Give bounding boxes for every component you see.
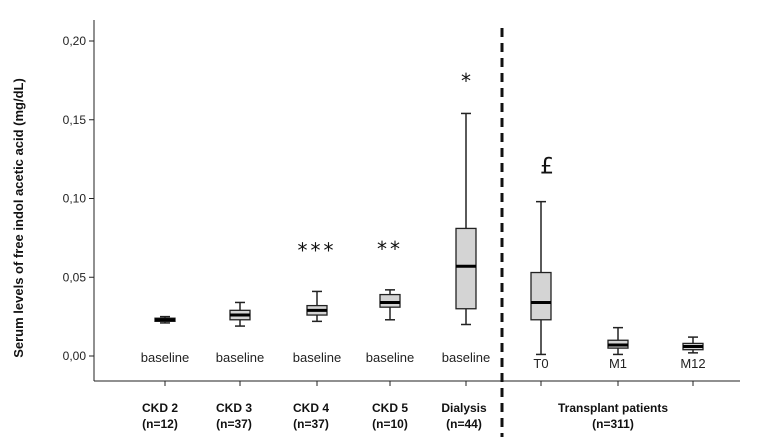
- box-6: T0 £: [530, 155, 554, 371]
- box-label: baseline: [216, 350, 264, 365]
- group-label: CKD 5: [372, 401, 408, 415]
- box-iqr: [379, 293, 401, 308]
- group-count: (n=37): [216, 417, 252, 431]
- significance-marker: **: [377, 237, 403, 261]
- box-iqr: [455, 227, 477, 310]
- box-3: baseline ***: [293, 238, 341, 365]
- box-label: baseline: [366, 350, 414, 365]
- significance-marker: ***: [298, 238, 337, 262]
- box-iqr: [530, 271, 552, 321]
- box-label: baseline: [141, 350, 189, 365]
- group-count: (n=44): [446, 417, 482, 431]
- box-label: baseline: [293, 350, 341, 365]
- group-label: CKD 4: [293, 401, 329, 415]
- box-7: M1: [607, 326, 629, 371]
- group-count: (n=12): [142, 417, 178, 431]
- box-4: baseline **: [366, 237, 414, 365]
- box-8: M12: [680, 336, 706, 371]
- significance-marker: £: [540, 155, 554, 180]
- group-label: Dialysis: [441, 401, 487, 415]
- group-count: (n=311): [592, 417, 634, 431]
- y-tick-label: 0,00: [63, 349, 87, 363]
- box-1: baseline: [141, 315, 189, 365]
- box-label: M1: [609, 356, 627, 371]
- box-label: M12: [680, 356, 705, 371]
- y-tick-label: 0,15: [63, 113, 87, 127]
- y-tick-label: 0,05: [63, 270, 87, 284]
- group-label: CKD 2: [142, 401, 178, 415]
- group-label: CKD 3: [216, 401, 252, 415]
- y-axis-label: Serum levels of free indol acetic acid (…: [11, 78, 26, 358]
- significance-marker: *: [461, 69, 471, 93]
- group-count: (n=10): [372, 417, 408, 431]
- box-label: baseline: [442, 350, 490, 365]
- y-tick-label: 0,10: [63, 192, 87, 206]
- group-label: Transplant patients: [558, 401, 668, 415]
- box-2: baseline: [216, 301, 264, 365]
- group-count: (n=37): [293, 417, 329, 431]
- y-tick-label: 0,20: [63, 34, 87, 48]
- chart-marks: baseline baseline baseline***baseline**bas…: [141, 28, 706, 437]
- box-label: T0: [533, 356, 548, 371]
- axes: 0,00 0,05 0,10 0,15 0,20: [63, 20, 740, 386]
- box-5: baseline *: [442, 69, 490, 365]
